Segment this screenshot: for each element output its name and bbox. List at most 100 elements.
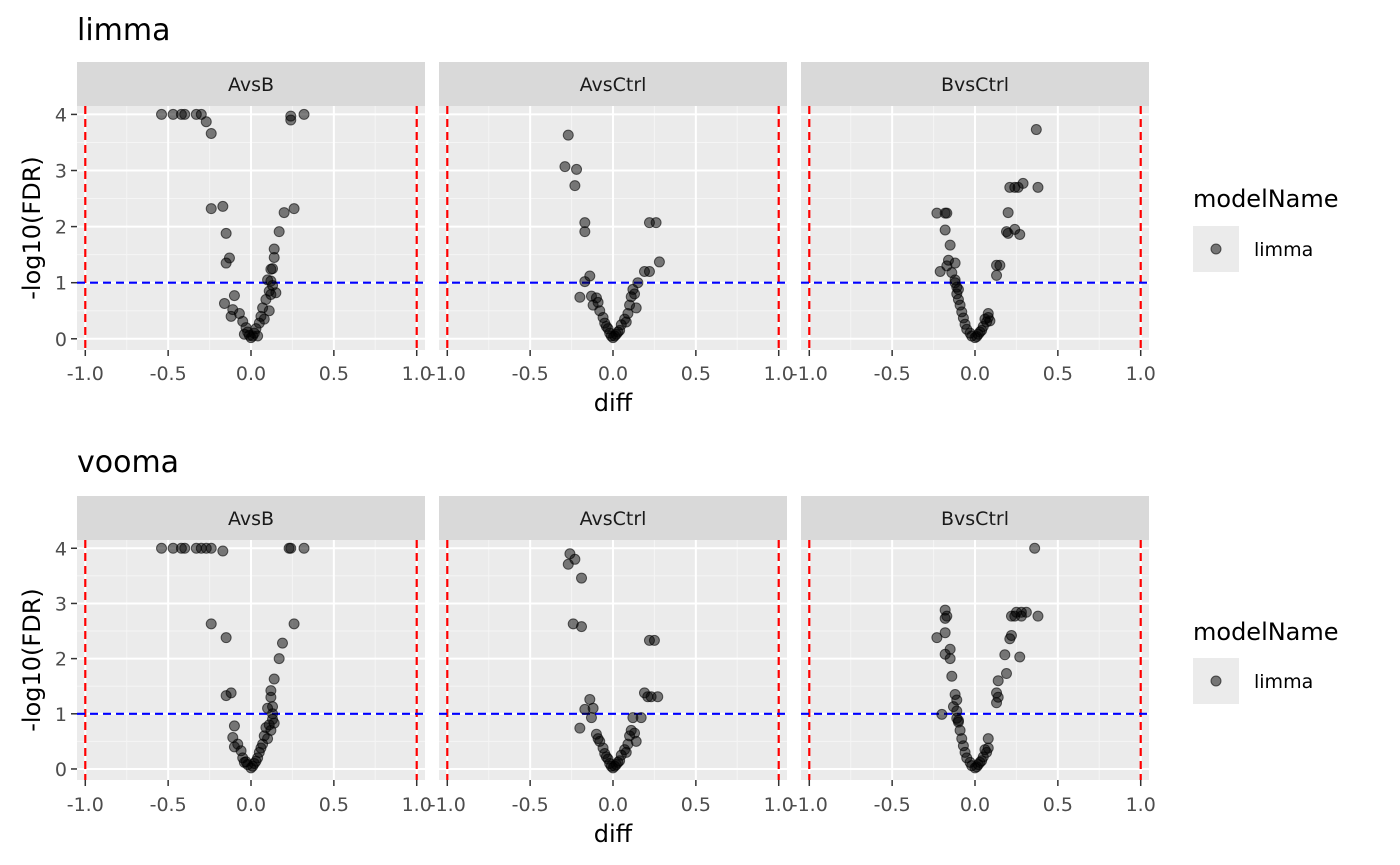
data-point — [574, 722, 586, 734]
facet-BvsCtrl: BvsCtrl -1.0 -0.5 0.0 0.5 1.0 — [791, 496, 1156, 816]
data-point — [648, 634, 660, 646]
x-tick-label: 0.5 — [319, 794, 349, 816]
data-point — [991, 269, 1003, 281]
legend-label: limma — [1254, 671, 1313, 693]
x-tick-label: 0.5 — [1043, 363, 1073, 385]
data-point — [265, 275, 277, 287]
y-tick-label: 3 — [55, 593, 67, 615]
data-point — [569, 180, 581, 192]
x-tick-label: 0.0 — [960, 363, 990, 385]
data-point — [620, 316, 632, 328]
data-point — [629, 727, 641, 739]
data-point — [630, 302, 642, 314]
x-tick-label: -0.5 — [874, 794, 911, 816]
data-point — [276, 637, 288, 649]
x-tick-label: 1.0 — [764, 363, 794, 385]
data-point — [939, 612, 951, 624]
data-point — [650, 217, 662, 229]
data-point — [205, 618, 217, 630]
data-point — [1029, 542, 1041, 554]
data-point — [268, 673, 280, 685]
data-point — [285, 110, 297, 122]
data-point — [979, 313, 991, 325]
facet-strip-label: AvsB — [228, 508, 274, 530]
x-tick-label: 1.0 — [764, 794, 794, 816]
data-point — [263, 305, 275, 317]
data-point — [179, 542, 191, 554]
plot-title: vooma — [77, 445, 179, 480]
facet-strip — [77, 496, 425, 540]
plot-title: limma — [77, 13, 171, 48]
data-point — [262, 733, 274, 745]
data-point — [574, 291, 586, 303]
data-point — [992, 675, 1004, 687]
x-tick-label: -0.5 — [150, 363, 187, 385]
x-tick-label: -1.0 — [429, 363, 466, 385]
y-tick-label: 4 — [55, 104, 67, 126]
data-point — [936, 708, 948, 720]
data-point — [1032, 610, 1044, 622]
data-point — [592, 733, 604, 745]
data-point — [600, 320, 612, 332]
legend-key-point — [1210, 243, 1222, 255]
data-point — [288, 618, 300, 630]
facet-strip — [801, 496, 1149, 540]
data-point — [1014, 228, 1026, 240]
data-point — [620, 746, 632, 758]
facet-strip-label: BvsCtrl — [941, 508, 1009, 530]
data-point — [205, 127, 217, 139]
facet-strip-label: AvsCtrl — [580, 508, 647, 530]
x-tick-label: 0.0 — [236, 363, 266, 385]
data-point — [156, 108, 168, 120]
data-point — [1032, 181, 1044, 193]
legend-title: modelName — [1193, 618, 1339, 646]
facet-strip — [439, 62, 787, 106]
data-point — [944, 653, 956, 665]
facet-strip-label: BvsCtrl — [941, 74, 1009, 96]
data-point — [643, 265, 655, 277]
data-point — [298, 542, 310, 554]
data-point — [934, 265, 946, 277]
data-point — [939, 627, 951, 639]
data-point — [600, 751, 612, 763]
data-point — [252, 330, 264, 342]
y-axis-title: -log10(FDR) — [18, 588, 46, 731]
legend-title: modelName — [1193, 185, 1339, 213]
x-tick-label: 0.0 — [598, 794, 628, 816]
facet-AvsB: AvsB -1.0 -0.5 0.0 0.5 1.0 0 1 2 3 4 — [55, 62, 432, 385]
y-tick-label: 1 — [55, 704, 67, 726]
data-point — [218, 297, 230, 309]
data-point — [979, 744, 991, 756]
data-point — [974, 326, 986, 338]
data-point — [156, 542, 168, 554]
data-point — [217, 545, 229, 557]
y-tick-label: 0 — [55, 329, 67, 351]
chart-panel-limma: limma AvsB -1.0 -0.5 0.0 0.5 1.0 0 1 2 3 4 AvsCtrl -1… — [18, 13, 1339, 417]
data-point — [217, 200, 229, 212]
x-axis-title: diff — [594, 389, 633, 417]
data-point — [268, 251, 280, 263]
x-tick-label: -1.0 — [67, 794, 104, 816]
x-axis-title: diff — [594, 820, 633, 848]
data-point — [576, 572, 588, 584]
y-tick-label: 3 — [55, 161, 67, 183]
data-point — [585, 712, 597, 724]
data-point — [952, 714, 964, 726]
data-point — [1004, 181, 1016, 193]
data-point — [559, 161, 571, 173]
data-point — [228, 720, 240, 732]
data-point — [1030, 124, 1042, 136]
data-point — [200, 116, 212, 128]
x-tick-label: -1.0 — [791, 794, 828, 816]
data-point — [562, 129, 574, 141]
data-point — [939, 224, 951, 236]
data-point — [612, 756, 624, 768]
data-point — [225, 310, 237, 322]
data-point — [652, 691, 664, 703]
x-tick-label: 0.0 — [236, 794, 266, 816]
data-point — [587, 702, 599, 714]
y-tick-label: 2 — [55, 217, 67, 239]
data-point — [220, 257, 232, 269]
x-tick-label: 0.5 — [681, 794, 711, 816]
